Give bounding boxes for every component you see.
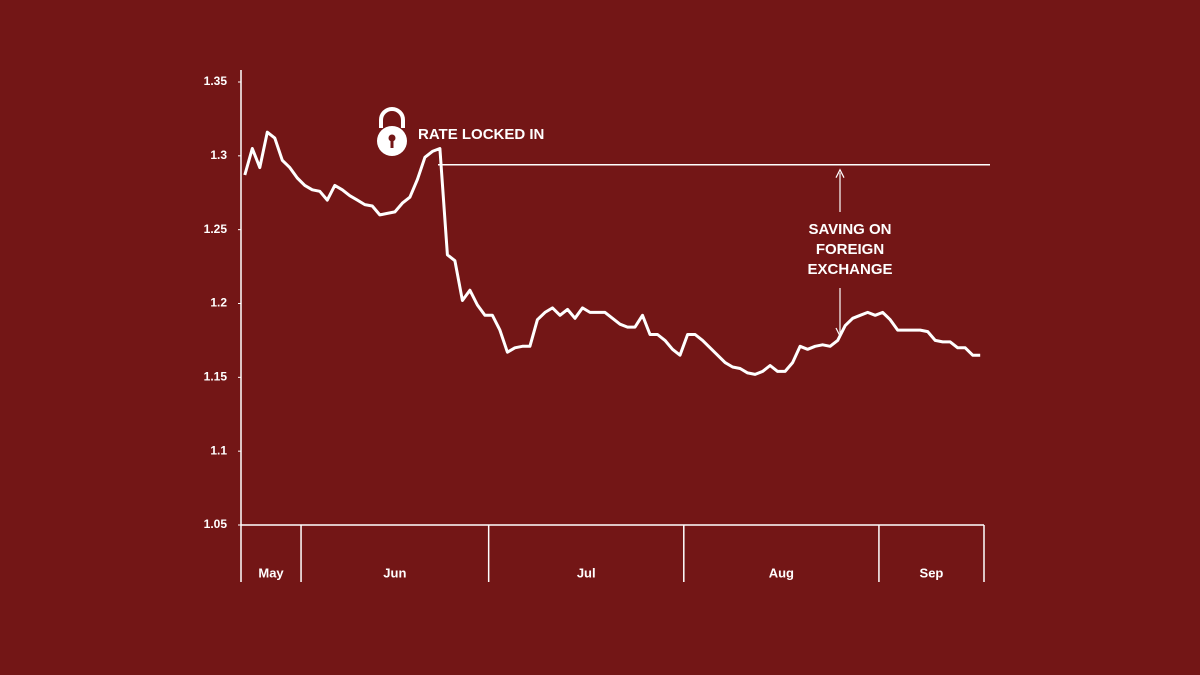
saving-label: SAVING ON: [808, 221, 891, 238]
locked-label: RATE LOCKED IN: [418, 126, 544, 143]
y-tick-label: 1.35: [204, 74, 228, 88]
y-tick-label: 1.1: [210, 443, 227, 457]
x-tick-label: Jun: [383, 565, 406, 580]
y-tick-label: 1.05: [204, 517, 228, 531]
x-tick-label: Jul: [577, 565, 596, 580]
x-tick-label: Sep: [920, 565, 944, 580]
y-tick-label: 1.15: [204, 370, 228, 384]
y-tick-label: 1.25: [204, 222, 228, 236]
rate-line: [243, 130, 981, 376]
arrow-head: [835, 327, 845, 338]
lock-icon: [377, 107, 407, 156]
arrow-head: [835, 168, 845, 178]
saving-label: FOREIGN: [816, 241, 884, 258]
x-tick-label: May: [258, 565, 284, 580]
y-tick-label: 1.2: [210, 296, 227, 310]
y-tick-label: 1.3: [210, 148, 227, 162]
saving-label: EXCHANGE: [807, 261, 892, 278]
x-tick-label: Aug: [769, 565, 794, 580]
